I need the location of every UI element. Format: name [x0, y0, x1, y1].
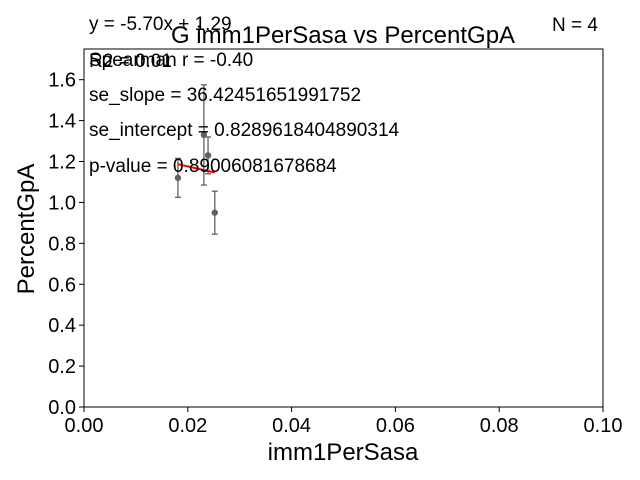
plot-frame	[83, 48, 604, 408]
equation-annotation: y = -5.70x + 1.29	[89, 14, 232, 35]
y-tick-label: 1.4	[48, 111, 76, 133]
data-point	[174, 174, 182, 182]
data-point-group	[211, 190, 218, 235]
y-tick-label: 0.4	[48, 315, 76, 337]
plot-layer: 0.00 0.02 0.04 0.06 0.08 0.10 0.0 0.2 0.4 0.6 0.8 1…	[48, 48, 623, 437]
x-tick-label: 0.02	[168, 415, 207, 437]
y-tick-label: 0.2	[48, 356, 76, 378]
y-tick-label: 0.0	[48, 397, 76, 419]
n-annotation: N = 4	[552, 15, 598, 36]
se-intercept-annotation: se_intercept = 0.8289618404890314	[89, 120, 400, 141]
x-tick-label: 0.04	[272, 415, 311, 437]
x-tick-label: 0.00	[65, 415, 104, 437]
data-point-group	[204, 136, 212, 175]
p-value-annotation: p-value = 0.89006081678684	[89, 156, 337, 177]
x-tick-label: 0.08	[480, 415, 519, 437]
y-tick-label: 0.6	[48, 274, 76, 296]
spearman-annotation: Spearman r = -0.40	[89, 50, 253, 71]
x-axis-label: imm1PerSasa	[268, 439, 419, 466]
y-tick-label: 1.2	[48, 152, 76, 174]
fit-line	[177, 163, 216, 174]
se-slope-annotation: se_slope = 36.42451651991752	[89, 85, 361, 106]
y-tick-label: 0.8	[48, 233, 76, 255]
data-point	[204, 152, 212, 159]
y-axis-label: PercentGpA	[13, 164, 40, 295]
chart-title: G imm1PerSasa vs PercentGpA	[171, 22, 515, 49]
data-point	[211, 209, 218, 216]
y-tick-label: 1.6	[48, 70, 76, 92]
x-tick-label: 0.06	[376, 415, 415, 437]
r2-annotation: R2 = 0.01	[89, 51, 172, 72]
x-tick-label: 0.10	[584, 415, 623, 437]
y-tick-label: 1.0	[48, 192, 76, 214]
